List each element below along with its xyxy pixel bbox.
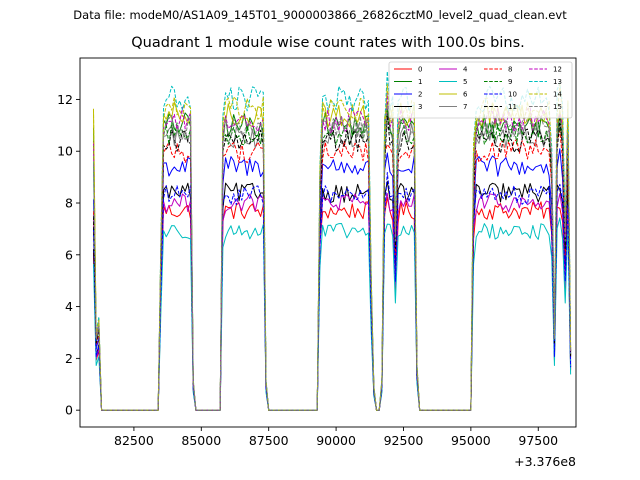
y-tick-label: 12 — [57, 92, 73, 107]
chart-title: Quadrant 1 module wise count rates with … — [131, 35, 525, 51]
series-line-14 — [92, 83, 572, 411]
legend-label-11: 11 — [508, 103, 517, 111]
figure-suptitle: Data file: modeM0/AS1A09_145T01_90000038… — [73, 8, 567, 22]
series-line-9 — [92, 101, 572, 411]
legend-label-15: 15 — [553, 103, 562, 111]
x-offset-text: +3.376e8 — [514, 454, 576, 469]
y-tick-label: 4 — [65, 299, 73, 314]
series-layer — [92, 70, 572, 411]
series-line-0 — [92, 197, 572, 411]
series-line-15 — [92, 104, 572, 411]
series-line-5 — [92, 217, 572, 411]
series-line-3 — [92, 181, 572, 411]
y-tick-label: 8 — [65, 196, 73, 211]
legend-label-7: 7 — [463, 103, 467, 111]
legend-label-9: 9 — [508, 78, 512, 86]
x-tick-label: 82500 — [114, 433, 154, 448]
legend-label-4: 4 — [463, 66, 468, 74]
x-tick-label: 97500 — [518, 433, 558, 448]
x-axis: 82500 85000 87500 90000 92500 95000 97500 — [114, 427, 558, 448]
y-tick-label: 10 — [57, 144, 73, 159]
legend-label-2: 2 — [418, 91, 422, 99]
legend-label-13: 13 — [553, 78, 562, 86]
x-tick-label: 92500 — [384, 433, 424, 448]
legend-label-5: 5 — [463, 78, 467, 86]
series-line-11 — [92, 113, 572, 411]
legend-label-8: 8 — [508, 66, 512, 74]
y-tick-label: 6 — [65, 247, 73, 262]
legend-label-14: 14 — [553, 91, 562, 99]
x-tick-label: 95000 — [451, 433, 491, 448]
legend-frame — [388, 61, 573, 119]
y-tick-label: 2 — [65, 351, 73, 366]
legend-label-3: 3 — [418, 103, 422, 111]
axes-frame — [79, 57, 577, 428]
x-tick-label: 87500 — [249, 433, 289, 448]
y-axis: 0 2 4 6 8 10 12 — [57, 92, 80, 418]
series-line-4 — [92, 192, 572, 411]
legend-label-12: 12 — [553, 66, 562, 74]
y-tick-label: 0 — [65, 403, 73, 418]
x-tick-label: 90000 — [316, 433, 356, 448]
legend-label-10: 10 — [508, 91, 517, 99]
series-line-12 — [92, 92, 572, 411]
series-line-8 — [92, 130, 572, 411]
x-tick-label: 85000 — [181, 433, 221, 448]
series-line-2 — [92, 148, 572, 411]
legend-label-1: 1 — [418, 78, 422, 86]
legend-label-6: 6 — [463, 91, 468, 99]
legend-label-0: 0 — [418, 66, 422, 74]
